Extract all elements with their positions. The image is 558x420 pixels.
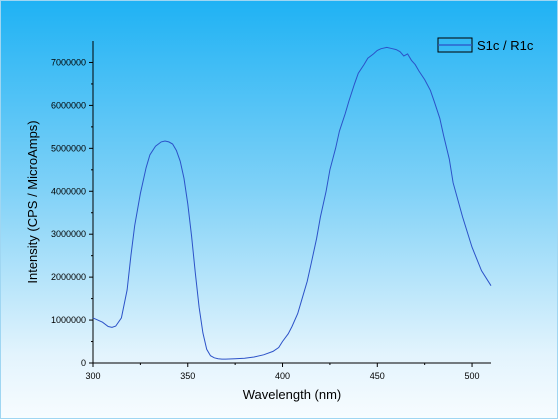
x-tick-label: 450 <box>370 371 385 381</box>
x-tick-label: 500 <box>465 371 480 381</box>
y-axis-title: Intensity (CPS / MicroAmps) <box>25 120 40 283</box>
y-tick-label: 6000000 <box>51 100 86 110</box>
x-tick-label: 400 <box>275 371 290 381</box>
y-tick-label: 0 <box>81 358 86 368</box>
series-line-1 <box>92 46 492 360</box>
x-tick-label: 300 <box>85 371 100 381</box>
x-tick-label: 350 <box>180 371 195 381</box>
y-tick-label: 2000000 <box>51 272 86 282</box>
y-tick-label: 1000000 <box>51 315 86 325</box>
plot-area: 300 350 400 450 500 0 1000000 2000000 3000000 400… <box>25 37 534 402</box>
y-tick-label: 4000000 <box>51 186 86 196</box>
legend-label: S1c / R1c <box>477 38 534 53</box>
x-axis-title: Wavelength (nm) <box>243 387 342 402</box>
y-tick-label: 3000000 <box>51 229 86 239</box>
y-tick-label: 7000000 <box>51 57 86 67</box>
y-tick-label: 5000000 <box>51 143 86 153</box>
